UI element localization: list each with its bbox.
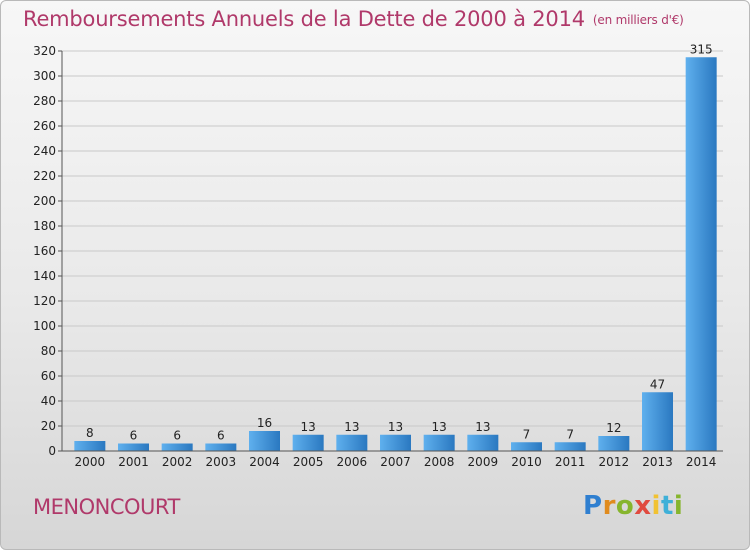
bar bbox=[423, 434, 455, 451]
y-tick-label: 300 bbox=[33, 69, 56, 83]
y-tick-label: 80 bbox=[41, 344, 56, 358]
bar-value-label: 315 bbox=[690, 42, 713, 56]
bar-value-label: 13 bbox=[344, 420, 359, 434]
bar-value-label: 13 bbox=[432, 420, 447, 434]
y-tick-label: 220 bbox=[33, 169, 56, 183]
y-tick-label: 140 bbox=[33, 269, 56, 283]
bar bbox=[467, 434, 499, 451]
y-tick-label: 320 bbox=[33, 44, 56, 58]
bar-value-label: 6 bbox=[130, 429, 138, 443]
x-tick-label: 2011 bbox=[555, 455, 586, 469]
x-tick-label: 2003 bbox=[206, 455, 237, 469]
bar-value-label: 7 bbox=[523, 427, 531, 441]
x-tick-label: 2005 bbox=[293, 455, 324, 469]
y-tick-label: 120 bbox=[33, 294, 56, 308]
bars bbox=[74, 57, 717, 451]
x-tick-label: 2000 bbox=[75, 455, 106, 469]
bar bbox=[118, 443, 149, 451]
x-tick-label: 2006 bbox=[337, 455, 368, 469]
bar-value-label: 13 bbox=[475, 420, 490, 434]
bar-value-label: 47 bbox=[650, 377, 665, 391]
bar bbox=[161, 443, 193, 451]
bar-value-label: 16 bbox=[257, 416, 272, 430]
x-tick-label: 2014 bbox=[686, 455, 717, 469]
bar-value-label: 6 bbox=[173, 429, 181, 443]
bar bbox=[511, 442, 542, 451]
bar bbox=[685, 57, 717, 451]
grid-lines bbox=[62, 50, 723, 452]
bar bbox=[642, 392, 673, 451]
x-tick-label: 2010 bbox=[511, 455, 542, 469]
x-tick-label: 2013 bbox=[642, 455, 673, 469]
place-name: MENONCOURT bbox=[33, 495, 180, 519]
bar-value-label: 6 bbox=[217, 429, 225, 443]
bar-value-label: 8 bbox=[86, 426, 94, 440]
unit-note: (en milliers d'€) bbox=[592, 13, 684, 27]
y-tick-label: 160 bbox=[33, 244, 56, 258]
y-tick-label: 260 bbox=[33, 119, 56, 133]
x-tick-label: 2012 bbox=[599, 455, 630, 469]
bar bbox=[336, 434, 368, 451]
y-tick-label: 200 bbox=[33, 194, 56, 208]
y-tick-label: 180 bbox=[33, 219, 56, 233]
y-tick-label: 0 bbox=[48, 444, 56, 458]
proxiti-logo: Proxiti bbox=[583, 491, 684, 521]
bar-value-label: 13 bbox=[388, 420, 403, 434]
bar bbox=[249, 431, 280, 451]
y-tick-label: 240 bbox=[33, 144, 56, 158]
y-tick-label: 20 bbox=[41, 419, 56, 433]
x-tick-label: 2009 bbox=[468, 455, 499, 469]
y-tick-label: 280 bbox=[33, 94, 56, 108]
bar bbox=[205, 443, 237, 451]
x-tick-label: 2002 bbox=[162, 455, 193, 469]
x-tick-label: 2007 bbox=[380, 455, 411, 469]
bar-value-label: 12 bbox=[606, 421, 621, 435]
bar bbox=[598, 436, 630, 451]
chart-title: Remboursements Annuels de la Dette de 20… bbox=[23, 7, 684, 31]
bar bbox=[292, 434, 324, 451]
y-tick-label: 100 bbox=[33, 319, 56, 333]
bar-value-label: 13 bbox=[301, 420, 316, 434]
labels: 0 20 40 60 80 100 120 140 160 180 200 220 240 260 280 3… bbox=[33, 42, 716, 469]
bar bbox=[554, 442, 586, 451]
axes bbox=[58, 50, 723, 452]
bar bbox=[380, 434, 411, 451]
x-tick-label: 2008 bbox=[424, 455, 455, 469]
x-tick-label: 2001 bbox=[118, 455, 149, 469]
bar-value-label: 7 bbox=[566, 427, 574, 441]
y-tick-label: 60 bbox=[41, 369, 56, 383]
x-tick-label: 2004 bbox=[249, 455, 280, 469]
y-tick-label: 40 bbox=[41, 394, 56, 408]
bar bbox=[74, 441, 106, 451]
chart-title-text: Remboursements Annuels de la Dette de 20… bbox=[23, 7, 585, 31]
